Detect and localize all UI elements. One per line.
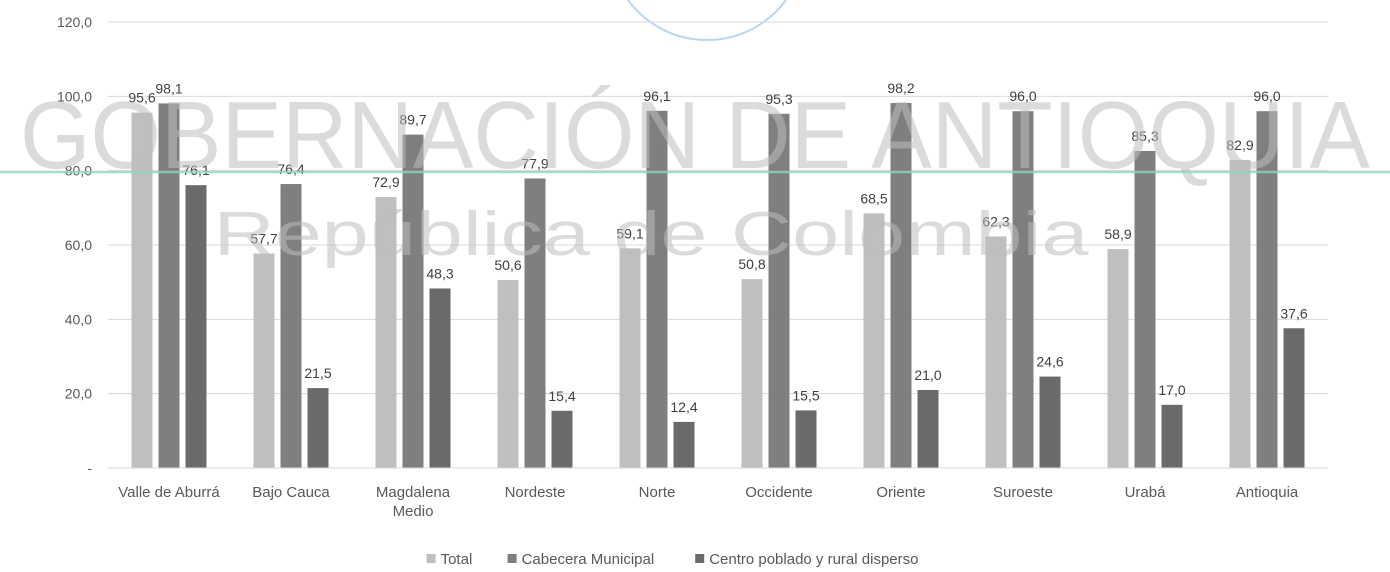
category-label: Valle de Aburrá — [118, 484, 220, 501]
bars — [131, 103, 1305, 469]
data-labels: 95,698,176,157,776,421,572,989,748,350,6… — [128, 80, 1307, 415]
bar — [1012, 111, 1034, 468]
data-label: 17,0 — [1158, 382, 1185, 398]
data-label: 12,4 — [670, 399, 697, 415]
data-label: 96,1 — [643, 88, 670, 104]
bar — [985, 236, 1007, 468]
legend-label: Total — [441, 551, 473, 568]
data-label: 15,5 — [792, 387, 819, 403]
category-label: Norte — [639, 484, 676, 501]
data-label: 50,8 — [738, 256, 765, 272]
data-label: 85,3 — [1131, 128, 1158, 144]
bar — [253, 253, 275, 468]
bar — [619, 248, 641, 468]
bar — [917, 389, 939, 468]
legend-swatch — [507, 554, 517, 563]
y-tick-label: - — [87, 460, 92, 476]
bar — [863, 213, 885, 468]
data-label: 59,1 — [616, 225, 643, 241]
bar — [1039, 376, 1061, 468]
data-label: 89,7 — [399, 112, 426, 128]
bar — [375, 197, 397, 468]
bar — [280, 184, 302, 468]
bar — [646, 110, 668, 468]
bar — [1134, 150, 1156, 469]
bar — [1161, 404, 1183, 468]
category-label: Nordeste — [505, 484, 566, 501]
bar — [158, 103, 180, 469]
data-label: 95,6 — [128, 90, 155, 106]
watermark: GOBERNACIÓN DE ANTIOQUIA República de Co… — [0, 82, 1390, 269]
data-label: 68,5 — [860, 190, 887, 206]
legend-label: Cabecera Municipal — [522, 551, 655, 568]
watermark-circle — [627, 0, 787, 41]
bar — [890, 103, 912, 469]
legend-swatch — [426, 554, 436, 563]
data-label: 62,3 — [982, 213, 1009, 229]
bar — [131, 112, 153, 468]
data-label: 21,0 — [914, 367, 941, 383]
category-label: Urabá — [1125, 484, 1167, 501]
bar — [524, 178, 546, 468]
bar — [795, 410, 817, 468]
legend-swatch — [695, 554, 705, 563]
y-tick-label: 20,0 — [65, 386, 92, 402]
legend: Total Cabecera Municipal Centro poblado y … — [426, 551, 918, 568]
x-axis: Valle de Aburrá Bajo Cauca Magdalena Medio N… — [108, 467, 1328, 520]
y-axis: - 20,0 40,0 60,0 80,0 100,0 120,0 — [57, 14, 92, 476]
data-label: 95,3 — [765, 91, 792, 107]
bar — [1229, 159, 1251, 468]
data-label: 82,9 — [1226, 137, 1253, 153]
category-label: Occidente — [745, 484, 813, 501]
y-tick-label: 40,0 — [65, 311, 92, 327]
data-label: 37,6 — [1280, 305, 1307, 321]
data-label: 48,3 — [426, 265, 453, 281]
bar — [673, 421, 695, 468]
bar — [1107, 249, 1129, 468]
data-label: 98,2 — [887, 80, 914, 96]
data-label: 15,4 — [548, 388, 575, 404]
bar — [497, 279, 519, 468]
data-label: 77,9 — [521, 155, 548, 171]
data-label: 24,6 — [1036, 354, 1063, 370]
y-tick-label: 60,0 — [65, 237, 92, 253]
watermark-line2: República de Colombia — [214, 200, 1090, 269]
bar — [1256, 111, 1278, 468]
bar — [1283, 328, 1305, 468]
category-label: Medio — [393, 503, 434, 520]
data-label: 76,1 — [182, 162, 209, 178]
category-label: Antioquia — [1236, 484, 1299, 501]
data-label: 21,5 — [304, 365, 331, 381]
bar — [429, 288, 451, 468]
data-label: 96,0 — [1009, 88, 1036, 104]
bar — [402, 134, 424, 469]
y-tick-label: 100,0 — [57, 88, 92, 104]
bar — [768, 113, 790, 468]
data-label: 72,9 — [372, 174, 399, 190]
category-label: Oriente — [876, 484, 925, 501]
category-label: Magdalena — [376, 484, 451, 501]
bar — [741, 279, 763, 468]
bar — [551, 410, 573, 468]
y-tick-label: 120,0 — [57, 14, 92, 30]
bar — [185, 185, 207, 468]
data-label: 58,9 — [1104, 226, 1131, 242]
data-label: 57,7 — [250, 231, 277, 247]
legend-label: Centro poblado y rural disperso — [709, 551, 918, 568]
category-label: Suroeste — [993, 484, 1053, 501]
data-label: 98,1 — [155, 80, 182, 96]
bar — [307, 388, 329, 468]
category-label: Bajo Cauca — [252, 484, 330, 501]
data-label: 50,6 — [494, 257, 521, 273]
data-label: 96,0 — [1253, 88, 1280, 104]
y-tick-label: 80,0 — [65, 163, 92, 179]
